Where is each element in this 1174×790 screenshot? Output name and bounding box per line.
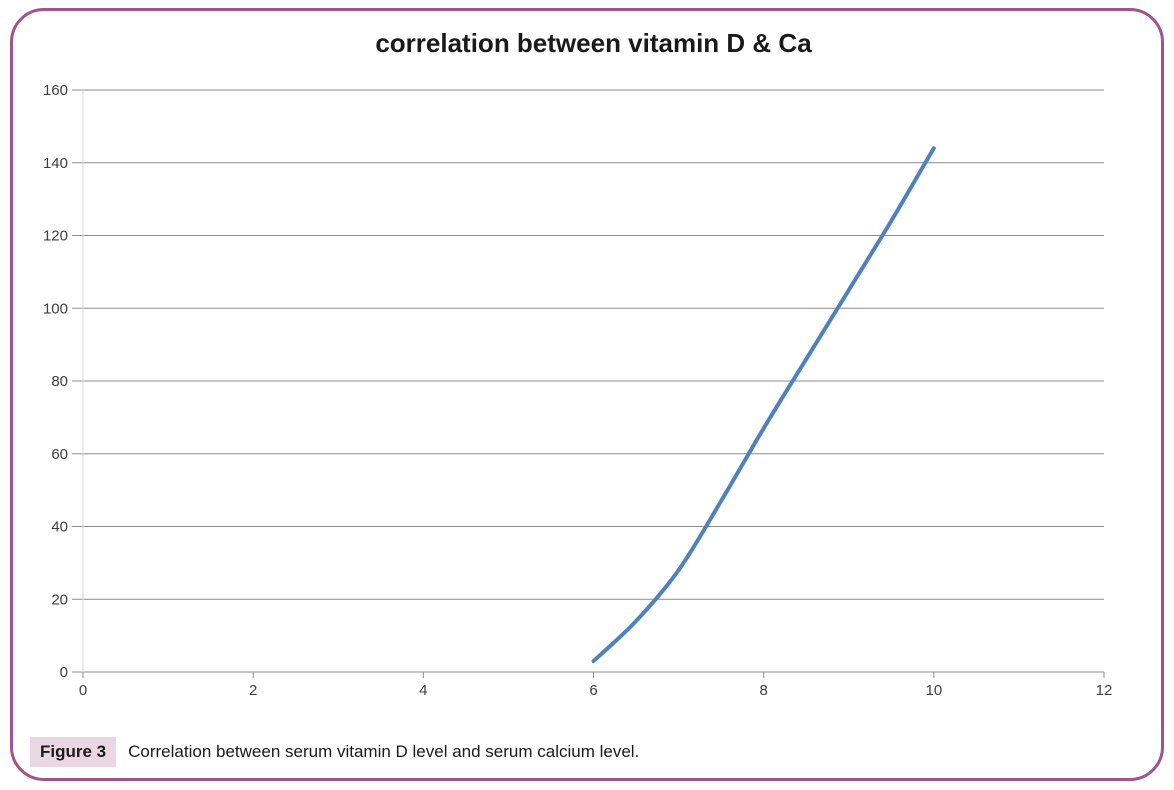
figure-label-badge: Figure 3 — [30, 737, 117, 767]
svg-text:60: 60 — [51, 446, 68, 463]
figure-border-box — [10, 8, 1164, 781]
svg-text:100: 100 — [43, 300, 68, 317]
svg-text:40: 40 — [51, 519, 68, 536]
svg-text:120: 120 — [43, 228, 68, 245]
svg-text:160: 160 — [43, 82, 68, 99]
svg-text:6: 6 — [589, 682, 597, 699]
svg-text:10: 10 — [925, 682, 942, 699]
figure-caption: Figure 3 Correlation between serum vitam… — [30, 737, 639, 767]
svg-text:2: 2 — [249, 682, 257, 699]
svg-text:4: 4 — [419, 682, 427, 699]
svg-text:140: 140 — [43, 155, 68, 172]
svg-text:80: 80 — [51, 373, 68, 390]
svg-text:8: 8 — [759, 682, 767, 699]
svg-text:0: 0 — [60, 664, 68, 681]
svg-text:20: 20 — [51, 591, 68, 608]
figure-caption-text: Correlation between serum vitamin D leve… — [128, 742, 640, 761]
svg-text:0: 0 — [79, 682, 87, 699]
chart-title: correlation between vitamin D & Ca — [375, 28, 812, 58]
svg-text:12: 12 — [1096, 682, 1113, 699]
